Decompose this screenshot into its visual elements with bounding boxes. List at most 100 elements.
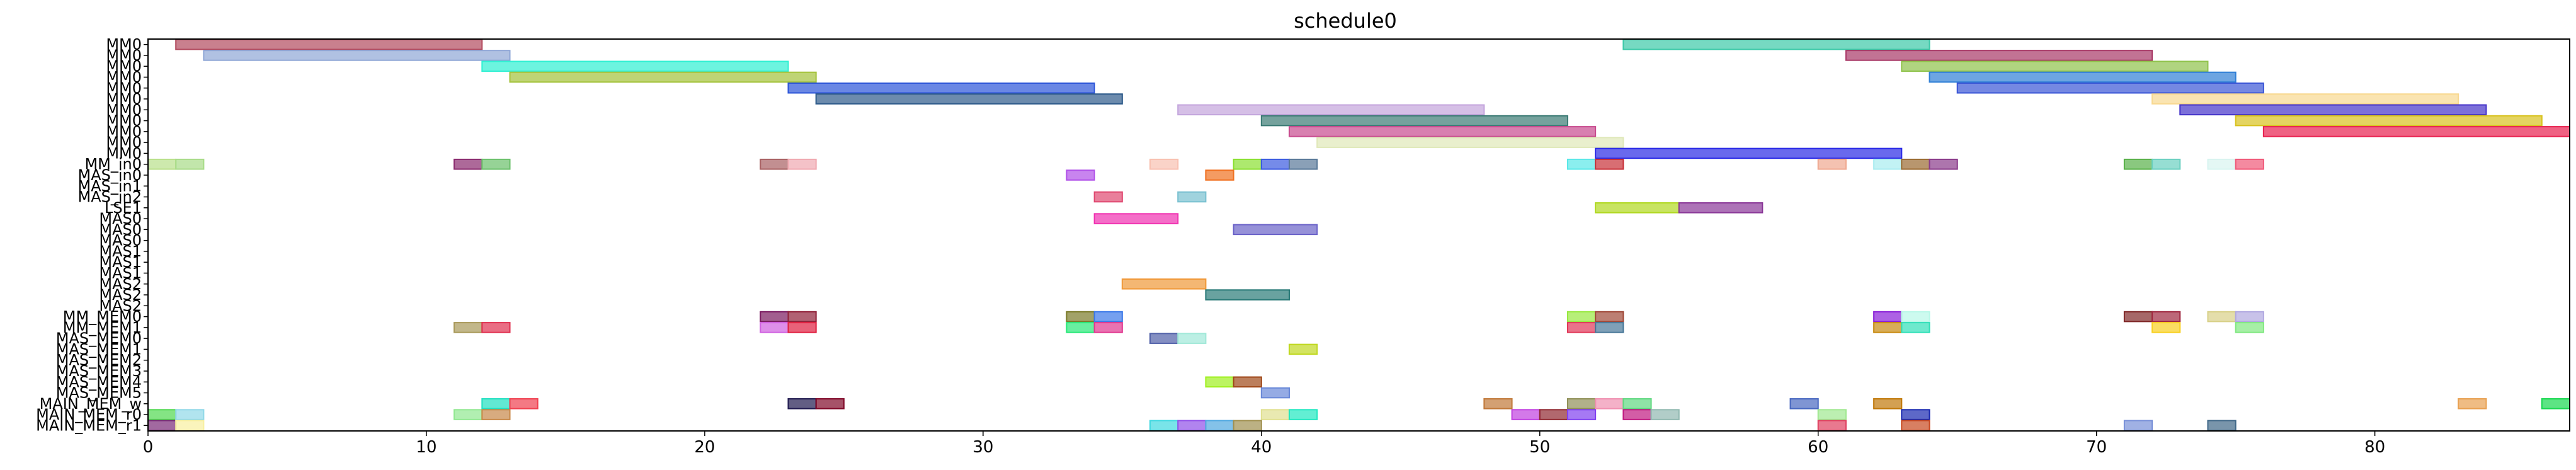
task-bar (175, 409, 205, 420)
task-bar (787, 311, 817, 323)
task-bar (453, 322, 483, 333)
task-bar (2235, 322, 2264, 333)
task-bar (1595, 398, 1624, 410)
x-tick-label: 80 (2364, 438, 2385, 457)
task-bar (1149, 420, 1179, 432)
task-bar (1066, 311, 1095, 323)
task-bar (1177, 191, 1207, 203)
task-bar (1205, 420, 1234, 432)
task-bar (1566, 409, 1597, 420)
task-bar (1289, 409, 1318, 420)
y-tick-label: MAS1 (99, 264, 142, 282)
task-bar (1233, 224, 1318, 236)
task-bar (1121, 278, 1207, 290)
task-bar (175, 420, 205, 432)
y-tick-label: MAS_MEM5 (56, 384, 142, 402)
y-tick-label: MM0 (106, 90, 142, 108)
task-bar (1650, 409, 1680, 420)
task-bar (481, 409, 511, 420)
y-tick-label: MM_in0 (84, 156, 142, 173)
task-bar (1595, 147, 1903, 159)
task-bar (1929, 71, 2237, 83)
y-tick-label: MAS_MEM0 (56, 330, 142, 347)
task-bar (147, 158, 177, 170)
task-bar (2123, 158, 2153, 170)
y-tick-label: MAS2 (99, 286, 142, 304)
y-tick-label: MM0 (106, 112, 142, 130)
task-bar (1260, 409, 1291, 420)
x-tick-label: 0 (143, 438, 154, 457)
task-bar (2123, 420, 2153, 432)
task-bar (1901, 420, 1930, 432)
task-bar (1289, 343, 1318, 355)
y-tick-label: MAS_MEM1 (56, 340, 142, 358)
task-bar (1483, 398, 1513, 410)
task-bar (1233, 420, 1262, 432)
task-bar (481, 322, 511, 333)
task-bar (2541, 398, 2571, 410)
task-bar (1566, 322, 1597, 333)
task-bar (1873, 311, 1903, 323)
task-bar (1233, 376, 1262, 388)
y-tick-label: MAS_MEM4 (56, 373, 142, 391)
task-bar (1511, 409, 1541, 420)
task-bar (1233, 158, 1262, 170)
x-axis: 0 10 20 30 40 50 60 70 80 (143, 431, 2385, 457)
task-bar (1595, 158, 1624, 170)
task-bar (453, 409, 483, 420)
task-bar (1093, 213, 1179, 224)
task-bar (1205, 289, 1291, 301)
y-tick-label: MM0 (106, 134, 142, 151)
task-bar (1956, 82, 2264, 94)
task-bar (1901, 311, 1930, 323)
task-bar (509, 398, 539, 410)
y-tick-label: MAS0 (99, 210, 142, 227)
y-tick-label: MAS1 (99, 253, 142, 271)
task-bar (1873, 322, 1903, 333)
task-bar (787, 158, 817, 170)
task-bars (147, 38, 2571, 432)
task-bar (787, 398, 817, 410)
task-bar (1595, 202, 1680, 214)
task-bar (1093, 322, 1123, 333)
task-bar (175, 158, 205, 170)
task-bar (2458, 398, 2487, 410)
task-bar (1566, 158, 1597, 170)
x-tick-label: 10 (416, 438, 436, 457)
task-bar (760, 158, 789, 170)
task-bar (1066, 322, 1095, 333)
task-bar (1093, 311, 1123, 323)
task-bar (1539, 409, 1568, 420)
y-tick-label: MM0 (106, 68, 142, 86)
task-bar (2151, 158, 2181, 170)
task-bar (1205, 169, 1234, 181)
y-tick-label: MM0 (106, 79, 142, 97)
plot-frame (147, 38, 2570, 432)
y-tick-label: MAIN_MEM_r0 (36, 406, 142, 423)
y-tick-label: MAIN_MEM_w (40, 395, 142, 413)
task-bar (147, 409, 177, 420)
task-bar (1622, 409, 1652, 420)
task-bar (1066, 169, 1095, 181)
x-tick-label: 20 (694, 438, 715, 457)
x-tick-label: 60 (1808, 438, 1828, 457)
task-bar (1316, 137, 1624, 148)
y-tick-label: MM0 (106, 57, 142, 75)
task-bar (203, 50, 511, 61)
task-bar (2207, 420, 2237, 432)
task-bar (2179, 104, 2487, 116)
task-bar (1149, 333, 1179, 344)
task-bar (787, 82, 1095, 94)
y-tick-label: MAS_in0 (77, 166, 142, 184)
task-bar (2151, 93, 2459, 105)
task-bar (1289, 126, 1597, 137)
task-bar (815, 93, 1123, 105)
task-bar (481, 60, 789, 72)
task-bar (1622, 38, 1930, 50)
task-bar (2235, 115, 2543, 127)
y-tick-label: MAS_MEM2 (56, 352, 142, 369)
task-bar (1901, 158, 1930, 170)
y-tick-label: MAIN_MEM_r1 (36, 416, 142, 434)
y-tick-label: MM0 (106, 123, 142, 140)
